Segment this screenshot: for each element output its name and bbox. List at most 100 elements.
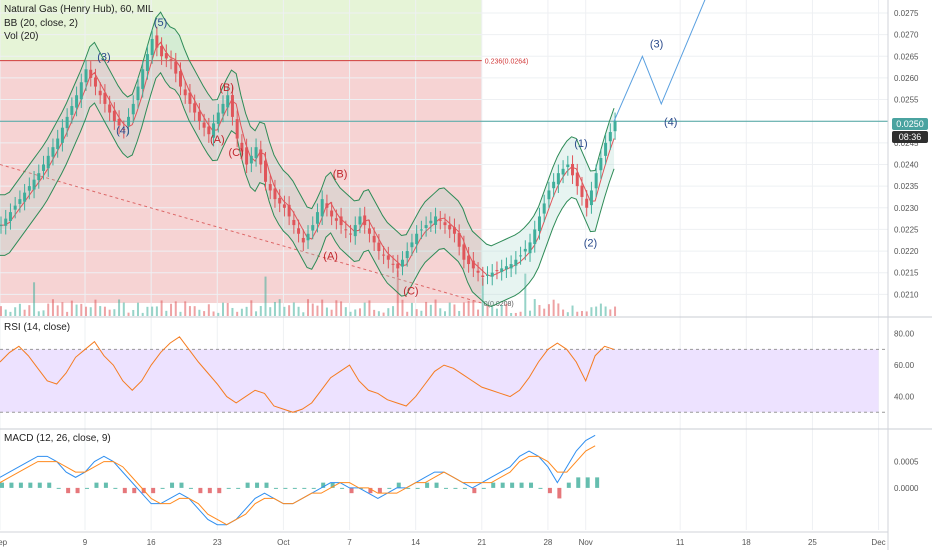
macd-histogram-bar: [37, 482, 42, 488]
volume-bar: [259, 306, 262, 316]
price-tick-label: 0.0230: [894, 204, 919, 213]
candle-body: [27, 186, 31, 191]
candle-body: [301, 237, 305, 243]
volume-bar: [141, 312, 144, 316]
volume-bar: [9, 311, 12, 316]
volume-bar: [18, 303, 21, 316]
macd-histogram-bar: [85, 487, 90, 489]
volume-bar: [552, 299, 555, 316]
volume-bar: [321, 299, 324, 316]
candle-body: [608, 132, 612, 142]
candle-body: [424, 225, 428, 228]
volume-bar: [458, 311, 461, 316]
volume-bar: [571, 305, 574, 316]
volume-bar: [524, 273, 527, 316]
volume-bar: [477, 309, 480, 316]
candle-body: [334, 218, 338, 221]
candle-body: [268, 184, 272, 191]
volume-bar: [472, 300, 475, 316]
candle-body: [23, 192, 27, 202]
candle-body: [155, 35, 159, 48]
macd-line: [0, 434, 596, 526]
candle-body: [429, 220, 433, 224]
volume-bar: [297, 306, 300, 316]
candle-body: [537, 216, 541, 232]
volume-bar: [23, 309, 26, 316]
macd-legend: MACD (12, 26, close, 9): [4, 433, 111, 444]
candle-body: [589, 190, 593, 206]
volume-bar: [307, 299, 310, 316]
volume-bar: [127, 312, 130, 316]
volume-bar: [566, 312, 569, 316]
candle-body: [585, 198, 589, 208]
candle-body: [56, 138, 60, 150]
wave-label: (4): [116, 125, 129, 137]
candle-body: [18, 199, 22, 204]
volume-bar: [212, 311, 215, 316]
volume-bar: [226, 302, 229, 316]
candle-body: [405, 251, 409, 259]
volume-bar: [401, 299, 404, 316]
macd-histogram-bar: [170, 482, 175, 488]
volume-bar: [42, 310, 45, 316]
fib-label: 0.236(0.0264): [485, 59, 529, 66]
volume-bar: [264, 276, 267, 316]
candle-body: [367, 228, 371, 234]
volume-bar: [231, 307, 234, 316]
macd-title: MACD (12, 26, close, 9): [4, 433, 111, 444]
rsi-tick-label: 40.00: [894, 393, 915, 402]
candle-body: [457, 233, 461, 247]
macd-histogram-bar: [368, 487, 373, 494]
candle-body: [240, 142, 244, 152]
volume-bar: [425, 301, 428, 316]
time-tick-label: Dec: [871, 538, 885, 547]
candle-body: [174, 61, 178, 74]
volume-bar: [179, 311, 182, 316]
candle-body: [434, 216, 438, 225]
macd-histogram-bar: [538, 487, 543, 489]
bb-lower: [0, 71, 615, 308]
candle-body: [471, 260, 475, 269]
macd-histogram-bar: [481, 487, 486, 489]
macd-histogram-bar: [302, 487, 307, 489]
candle-body: [396, 263, 400, 269]
candle-body: [467, 255, 471, 265]
candle-body: [448, 225, 452, 230]
volume-bar: [344, 307, 347, 316]
candle-body: [377, 242, 381, 252]
time-tick-label: Oct: [277, 538, 290, 547]
candle-body: [500, 268, 504, 272]
volume-bar: [273, 301, 276, 316]
macd-histogram-bar: [255, 482, 260, 488]
volume-bar: [580, 310, 583, 316]
candle-body: [235, 119, 239, 139]
volume-bar: [538, 305, 541, 316]
time-tick-label: 28: [543, 538, 552, 547]
macd-histogram-bar: [0, 482, 4, 488]
macd-histogram-bar: [198, 487, 203, 494]
macd-histogram-bar: [321, 482, 326, 488]
volume-bar: [160, 300, 163, 316]
candle-body: [264, 160, 268, 182]
volume-bar: [434, 299, 437, 316]
candle-body: [344, 229, 348, 231]
price-tick-label: 0.0225: [894, 225, 919, 234]
candle-body: [297, 228, 301, 234]
volume-bar: [85, 306, 88, 316]
volume-bar: [429, 304, 432, 316]
macd-histogram-bar: [462, 487, 467, 489]
candle-body: [249, 155, 253, 164]
volume-bar: [240, 308, 243, 316]
macd-histogram-bar: [396, 482, 401, 488]
volume-bar: [533, 299, 536, 316]
candle-body: [221, 103, 225, 114]
candle-body: [183, 89, 187, 96]
rsi-legend: RSI (14, close): [4, 322, 70, 333]
macd-histogram-bar: [557, 487, 562, 499]
rsi-line: [0, 336, 615, 413]
macd-histogram-bar: [28, 482, 33, 488]
candle-body: [254, 147, 258, 159]
candle-body: [613, 121, 617, 132]
wave-label: (B): [333, 168, 348, 180]
